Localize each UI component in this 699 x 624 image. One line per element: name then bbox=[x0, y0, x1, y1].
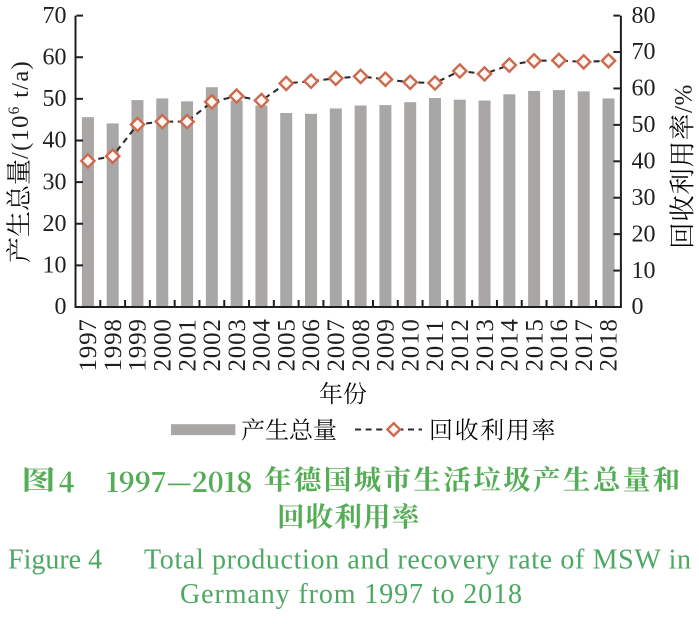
svg-text:30: 30 bbox=[43, 169, 67, 195]
svg-text:70: 70 bbox=[43, 3, 67, 29]
svg-text:20: 20 bbox=[43, 211, 67, 237]
svg-text:2008: 2008 bbox=[348, 318, 375, 371]
svg-text:2007: 2007 bbox=[323, 318, 350, 371]
svg-text:1997: 1997 bbox=[75, 318, 102, 371]
svg-text:2004: 2004 bbox=[249, 318, 276, 371]
svg-text:Germany from 1997 to 2018: Germany from 1997 to 2018 bbox=[180, 579, 522, 610]
svg-text:Figure 4: Figure 4 bbox=[8, 545, 102, 576]
svg-text:/%: /% bbox=[671, 84, 698, 113]
svg-text:2015: 2015 bbox=[521, 318, 548, 371]
svg-text:0: 0 bbox=[55, 294, 67, 320]
svg-text:2001: 2001 bbox=[174, 318, 201, 371]
svg-text:2016: 2016 bbox=[546, 318, 573, 371]
svg-text:10: 10 bbox=[632, 258, 656, 284]
svg-text:2009: 2009 bbox=[373, 318, 400, 371]
svg-text:1998: 1998 bbox=[100, 318, 127, 371]
svg-text:Total production and recovery: Total production and recovery rate of MS… bbox=[144, 545, 691, 576]
svg-text:2003: 2003 bbox=[224, 318, 251, 371]
svg-text:30: 30 bbox=[632, 185, 656, 211]
svg-text:/(106 t/a): /(106 t/a) bbox=[6, 60, 34, 159]
svg-text:40: 40 bbox=[632, 149, 656, 175]
svg-text:2012: 2012 bbox=[447, 318, 474, 371]
svg-text:2011: 2011 bbox=[422, 319, 449, 371]
svg-text:2013: 2013 bbox=[472, 318, 499, 371]
svg-text:60: 60 bbox=[43, 44, 67, 70]
svg-text:2010: 2010 bbox=[397, 318, 424, 371]
svg-text:40: 40 bbox=[43, 128, 67, 154]
svg-text:2017: 2017 bbox=[571, 318, 598, 371]
svg-text:80: 80 bbox=[632, 3, 656, 29]
svg-text:2014: 2014 bbox=[497, 318, 524, 371]
svg-text:2018: 2018 bbox=[596, 318, 623, 371]
svg-text:2005: 2005 bbox=[273, 318, 300, 371]
svg-text:2002: 2002 bbox=[199, 318, 226, 371]
svg-text:60: 60 bbox=[632, 76, 656, 102]
svg-text:70: 70 bbox=[632, 39, 656, 65]
svg-text:2006: 2006 bbox=[298, 318, 325, 371]
svg-text:50: 50 bbox=[632, 112, 656, 138]
svg-text:0: 0 bbox=[632, 294, 644, 320]
svg-text:50: 50 bbox=[43, 86, 67, 112]
svg-text:20: 20 bbox=[632, 221, 656, 247]
svg-text:2000: 2000 bbox=[149, 318, 176, 371]
svg-text:10: 10 bbox=[43, 253, 67, 279]
svg-text:1999: 1999 bbox=[125, 318, 152, 371]
